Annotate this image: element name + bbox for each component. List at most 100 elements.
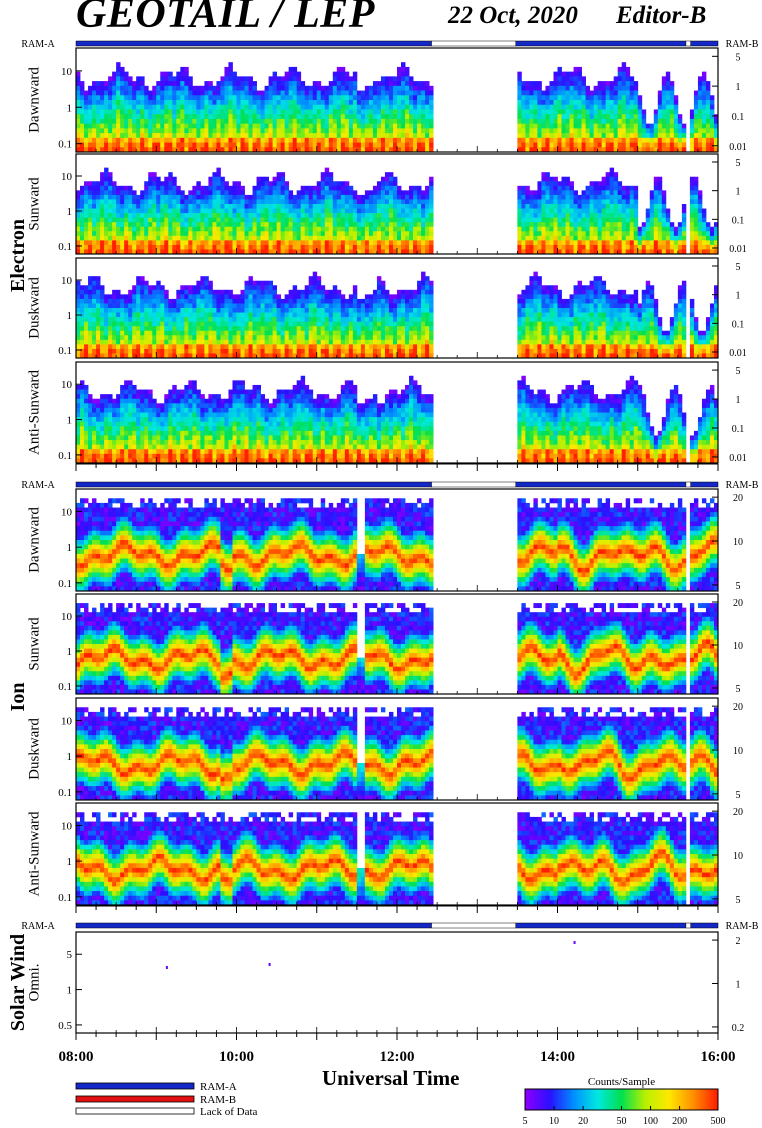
ram-status-segment	[75, 481, 432, 488]
right-tick-label: 5	[736, 684, 741, 695]
left-tick-label: 10	[61, 379, 73, 391]
left-tick-label: 1	[67, 310, 73, 322]
right-tick-label: 10	[733, 537, 743, 548]
ram-status-segment	[515, 481, 687, 488]
legend-swatch	[75, 1082, 195, 1090]
colorbar-tick-label: 500	[711, 1116, 726, 1127]
legend-swatch	[75, 1095, 195, 1103]
panel-label: Sunward	[26, 617, 42, 671]
right-tick-label: 0.01	[729, 453, 747, 464]
colorbar-title: Counts/Sample	[588, 1076, 655, 1088]
chart-title: GEOTAIL / LEP	[76, 0, 375, 37]
group-label-electron: Electron	[7, 219, 29, 292]
right-tick-label: 5	[736, 158, 741, 169]
ram-status-segment	[690, 922, 719, 929]
right-tick-label: 1	[736, 187, 741, 198]
right-tick-label: 0.01	[729, 348, 747, 359]
left-tick-label: 10	[61, 66, 73, 78]
ram-status-segment	[75, 40, 432, 47]
colorbar-tick-label: 50	[617, 1116, 627, 1127]
legend-label: RAM-A	[200, 1081, 237, 1093]
left-tick-label: 10	[61, 611, 73, 623]
panel-electron-anti-sunward	[75, 361, 719, 464]
right-tick-label: 1	[736, 82, 741, 93]
panel-electron-sunward	[75, 153, 719, 255]
left-tick-label: 10	[61, 171, 73, 183]
date-label: 22 Oct, 2020	[448, 2, 578, 29]
group-label-solar-wind: Solar Wind	[7, 934, 29, 1031]
ram-status-segment	[431, 40, 517, 47]
panel-label: Omni.	[26, 964, 42, 1002]
left-tick-label: 10	[61, 715, 73, 727]
panel-solar-wind-omni-	[75, 931, 719, 1034]
left-tick-label: 0.1	[58, 787, 72, 799]
colorbar-tick-label: 100	[643, 1116, 658, 1127]
left-tick-label: 0.1	[58, 345, 72, 357]
ram-status-segment	[690, 481, 719, 488]
left-tick-label: 1	[67, 415, 73, 427]
x-tick-label: 12:00	[380, 1049, 415, 1065]
right-tick-label: 0.1	[732, 319, 745, 330]
panel-ion-sunward	[75, 593, 719, 695]
group-label-ion: Ion	[7, 683, 29, 712]
left-tick-label: 1	[67, 542, 73, 554]
right-tick-label: 1	[736, 980, 741, 991]
right-tick-label: 10	[733, 746, 743, 757]
left-tick-label: 0.1	[58, 241, 72, 253]
right-tick-label: 20	[733, 807, 743, 818]
right-tick-label: 0.2	[732, 1023, 745, 1034]
right-tick-label: 0.1	[732, 215, 745, 226]
ram-left-label: RAM-A	[21, 39, 55, 50]
legend-swatch	[75, 1107, 195, 1115]
x-tick-label: 10:00	[219, 1049, 254, 1065]
x-tick-label: 08:00	[59, 1049, 94, 1065]
right-tick-label: 0.1	[732, 424, 745, 435]
ram-status-segment	[685, 40, 691, 47]
left-tick-label: 1	[67, 856, 73, 868]
left-tick-label: 10	[61, 275, 73, 287]
right-tick-label: 5	[736, 366, 741, 377]
editor-label: Editor-B	[616, 2, 707, 29]
left-tick-label: 1	[67, 646, 73, 658]
x-tick-label: 14:00	[540, 1049, 575, 1065]
data-point	[268, 963, 271, 966]
panel-electron-dawnward	[75, 47, 719, 153]
left-tick-label: 0.1	[58, 892, 72, 904]
left-tick-label: 1	[67, 751, 73, 763]
right-tick-label: 1	[736, 395, 741, 406]
right-tick-label: 5	[736, 895, 741, 906]
left-tick-label: 0.1	[58, 139, 72, 151]
panel-frame	[75, 931, 719, 1034]
colorbar-tick-label: 5	[523, 1116, 528, 1127]
right-tick-label: 5	[736, 262, 741, 273]
ram-right-label: RAM-B	[726, 921, 759, 932]
panel-label: Dawnward	[26, 507, 42, 573]
left-tick-label: 0.1	[58, 450, 72, 462]
x-axis-label: Universal Time	[322, 1066, 460, 1090]
right-tick-label: 0.1	[732, 112, 745, 123]
right-tick-label: 20	[733, 598, 743, 609]
right-tick-label: 2	[736, 936, 741, 947]
x-tick-label: 16:00	[701, 1049, 736, 1065]
ram-status-segment	[685, 481, 691, 488]
right-tick-label: 5	[736, 581, 741, 592]
ram-status-segment	[690, 40, 719, 47]
right-tick-label: 20	[733, 702, 743, 713]
ram-right-label: RAM-B	[726, 39, 759, 50]
right-tick-label: 0.01	[729, 142, 747, 153]
left-tick-label: 0.1	[58, 681, 72, 693]
right-tick-label: 0.01	[729, 244, 747, 255]
right-tick-label: 5	[736, 52, 741, 63]
ram-status-segment	[75, 922, 432, 929]
panel-electron-duskward	[75, 257, 719, 359]
left-tick-label: 1	[67, 985, 73, 997]
right-tick-label: 10	[733, 851, 743, 862]
left-tick-label: 1	[67, 102, 73, 114]
left-tick-label: 0.1	[58, 578, 72, 590]
ram-status-segment	[431, 481, 517, 488]
legend-label: RAM-B	[200, 1094, 236, 1106]
ram-left-label: RAM-A	[21, 921, 55, 932]
colorbar-tick-label: 20	[578, 1116, 588, 1127]
